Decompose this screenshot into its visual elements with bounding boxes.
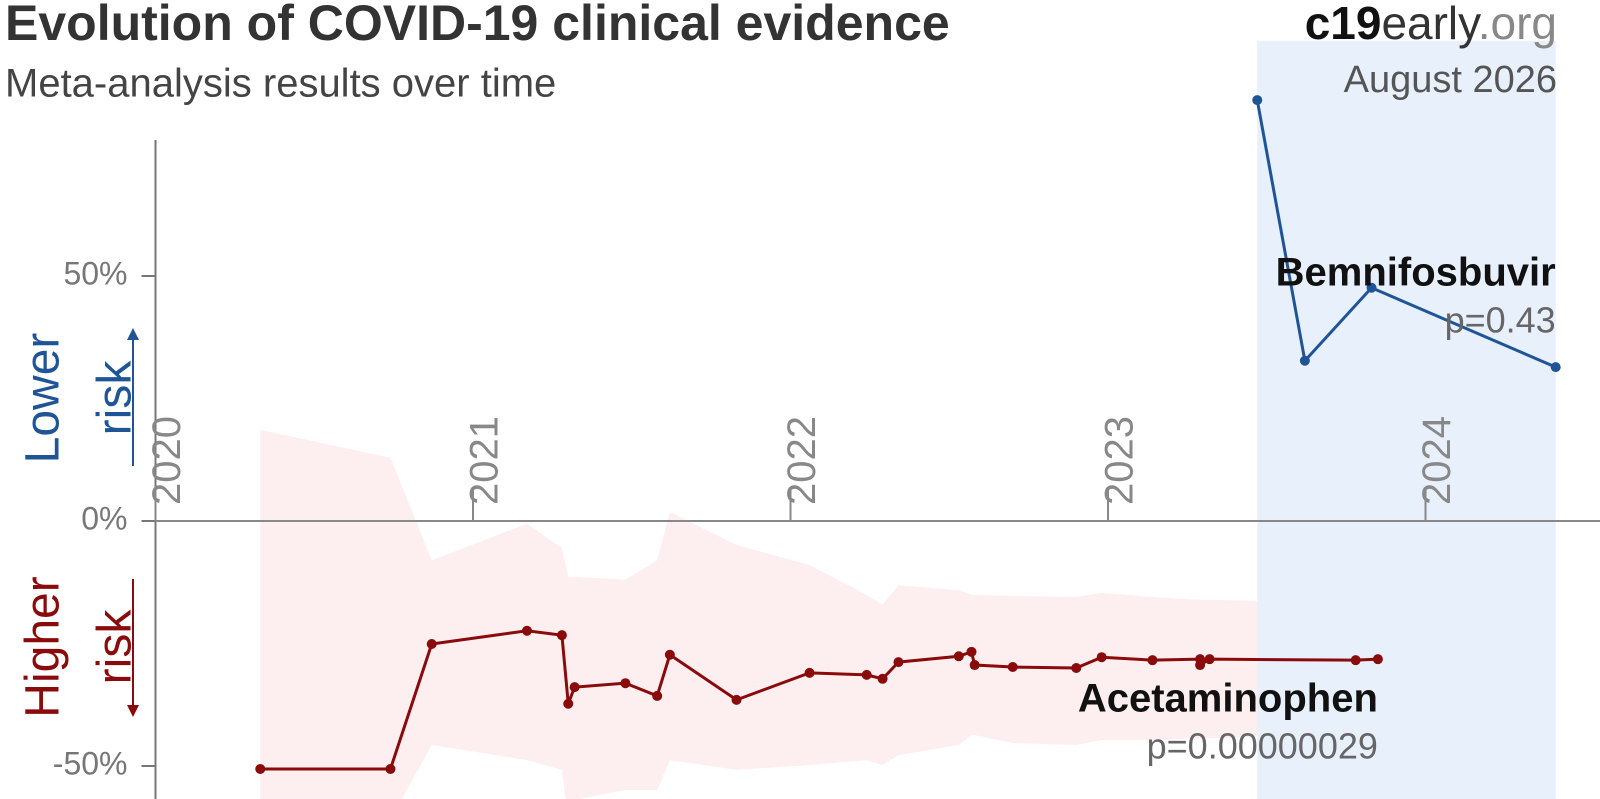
data-point	[1372, 654, 1383, 665]
data-point	[664, 649, 675, 660]
data-point	[877, 673, 888, 684]
data-point	[804, 667, 815, 678]
data-point	[1366, 282, 1377, 293]
data-point	[385, 763, 396, 774]
data-point	[563, 698, 574, 709]
brand: c19early.org	[1305, 0, 1557, 49]
data-point	[731, 694, 742, 705]
x-tick-label: 2021	[463, 416, 507, 505]
confidence-band	[260, 429, 1378, 799]
lines: Acetaminophen p=0.00000029 Bemnifosbuvir p=…	[255, 95, 1561, 774]
data-point	[861, 669, 872, 680]
arrow-head	[127, 328, 139, 340]
chart-subtitle: Meta-analysis results over time	[5, 62, 556, 106]
data-point	[1007, 662, 1018, 673]
y-tick-label: 0%	[81, 500, 127, 536]
date: August 2026	[1344, 59, 1557, 101]
confidence-band	[1257, 40, 1556, 799]
series-line	[1255, 99, 1557, 369]
p-value: p=0.43	[1445, 300, 1556, 341]
data-point	[953, 651, 964, 662]
data-point	[1147, 655, 1158, 666]
series-name: Bemnifosbuvir	[1276, 251, 1556, 295]
x-tick-label: 2024	[1415, 416, 1459, 505]
data-point	[1350, 655, 1361, 666]
arrow-head	[127, 705, 139, 717]
chart-title: Evolution of COVID-19 clinical evidence	[5, 0, 950, 51]
x-tick-label: 2022	[780, 416, 824, 505]
data-point	[652, 690, 663, 701]
bands	[260, 40, 1556, 799]
data-point	[426, 638, 437, 649]
x-tick-label: 2023	[1098, 416, 1142, 505]
y-side-label: Lower	[17, 333, 70, 464]
series-name: Acetaminophen	[1078, 677, 1378, 721]
data-point	[1204, 654, 1215, 665]
y-tick-label: 50%	[63, 255, 127, 291]
data-point	[893, 657, 904, 668]
data-point	[1550, 362, 1561, 373]
data-point	[1071, 663, 1082, 673]
data-point	[255, 763, 266, 774]
brand-bold: c19	[1305, 0, 1382, 49]
brand-middle: early	[1381, 0, 1481, 49]
x-tick-label: 2020	[145, 416, 189, 505]
y-side-label: Higher	[17, 576, 70, 717]
data-point	[569, 682, 580, 693]
y-tick-label: -50%	[53, 745, 128, 781]
brand-end: .org	[1478, 0, 1557, 49]
data-point	[1299, 355, 1310, 366]
data-point	[969, 660, 980, 671]
data-point	[1096, 652, 1107, 663]
p-value: p=0.00000029	[1147, 726, 1378, 767]
data-point	[1195, 660, 1206, 671]
data-point	[620, 678, 631, 689]
data-point	[1252, 95, 1263, 106]
data-point	[966, 646, 977, 657]
data-point	[521, 625, 532, 636]
data-point	[556, 630, 567, 641]
